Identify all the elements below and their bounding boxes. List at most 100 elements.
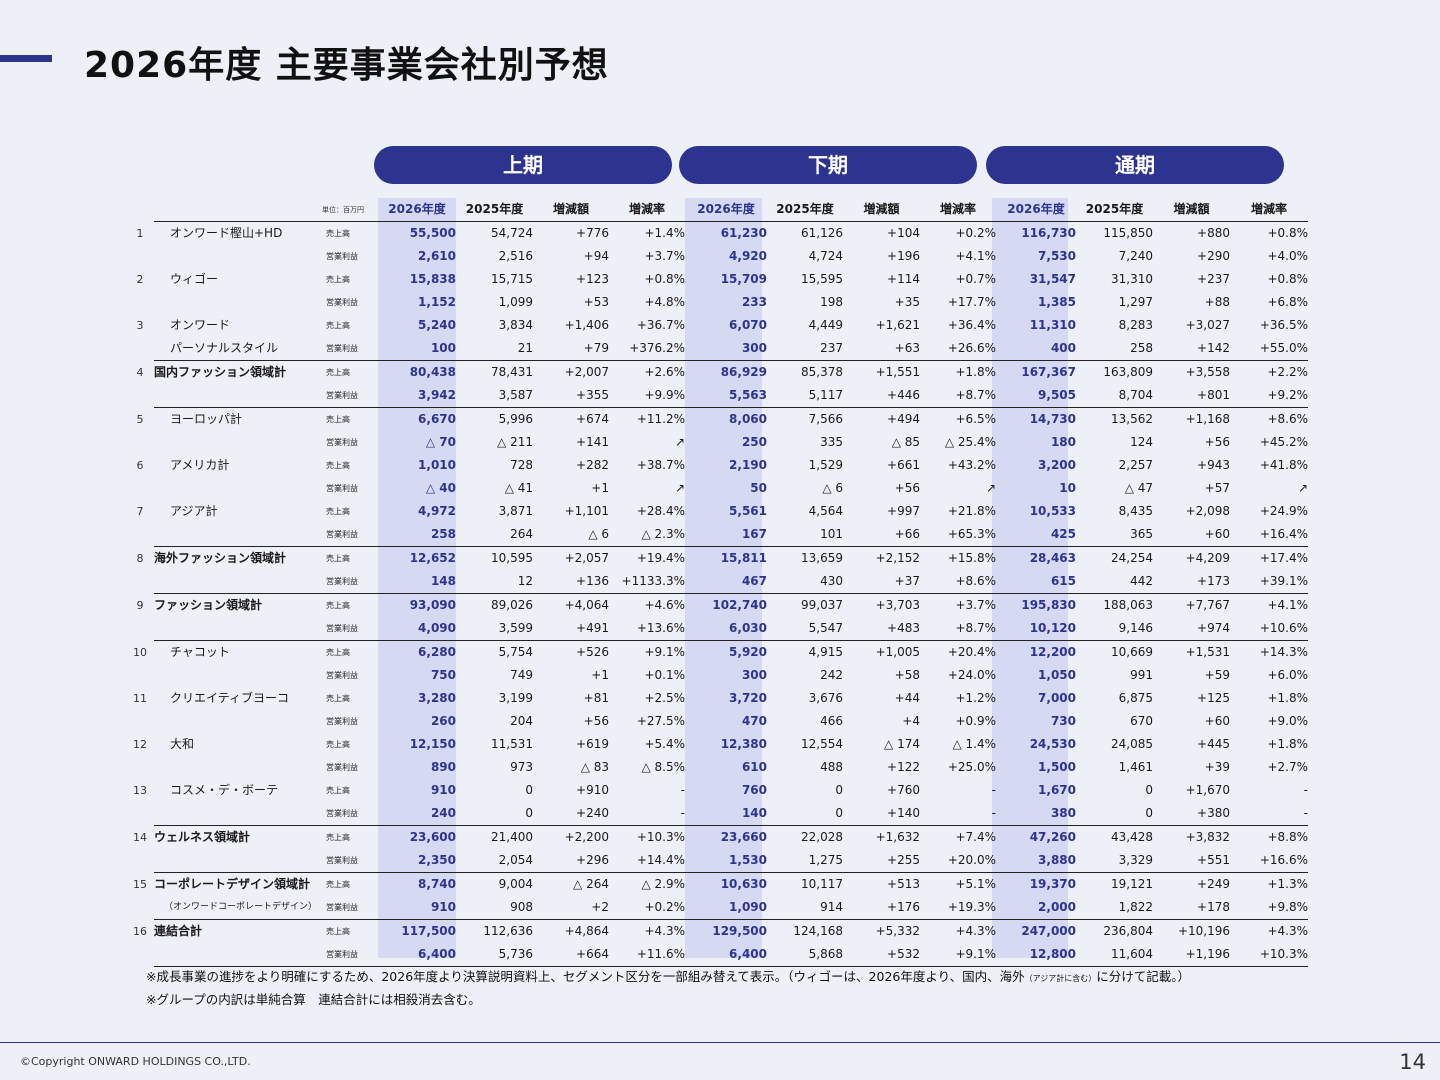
value-cell: 300 [741,668,767,682]
value-cell: +28.4% [636,504,685,518]
value-cell: +0.2% [644,900,685,914]
col-header: 増減額 [843,198,920,222]
value-cell: +178 [1197,900,1230,914]
value-cell: +4.6% [609,593,685,617]
value-cell: +20.4% [920,640,996,664]
metric-label: 営業利益 [326,856,358,865]
value-cell: 198 [820,295,843,309]
value-cell: +355 [576,388,609,402]
value-cell: +4,064 [533,593,609,617]
value-cell: 4,972 [418,504,456,518]
value-cell: 3,199 [498,691,533,705]
value-cell: 50 [750,481,767,495]
value-cell: 425 [1050,527,1076,541]
value-cell: 260 [430,714,456,728]
value-cell: 15,709 [720,272,767,286]
value-cell: 470 [741,714,767,728]
value-cell: +8.6% [955,574,996,588]
value-cell: 140 [741,806,767,820]
value-cell: 7,000 [1038,691,1076,705]
value-cell: 61,126 [801,226,843,240]
company-name: 国内ファッション領域計 [154,360,326,384]
value-cell: +491 [576,621,609,635]
value-cell: 6,875 [1118,691,1153,705]
value-cell: 264 [510,527,533,541]
value-cell: 0 [1145,783,1153,797]
col-header: 2026年度 [685,198,767,222]
value-cell: 0 [525,806,533,820]
col-header: 2026年度 [996,198,1076,222]
value-cell: +37 [894,574,920,588]
value-cell: △ 264 [533,872,609,896]
value-cell: 2,257 [1118,458,1153,472]
value-cell: +2,057 [533,546,609,570]
company-name [154,756,326,779]
value-cell: 163,809 [1076,360,1153,384]
value-cell: 4,449 [808,318,843,332]
value-cell: 19,370 [996,872,1076,896]
value-cell: +4.1% [955,249,996,263]
value-cell: 12,554 [801,737,843,751]
value-cell: +8.6% [1230,407,1308,431]
value-cell: 24,254 [1076,546,1153,570]
page-number: 14 [1399,1050,1426,1074]
value-cell: 400 [1050,341,1076,355]
value-cell: 242 [820,668,843,682]
value-cell: 466 [820,714,843,728]
page-title: 2026年度 主要事業会社別予想 [84,45,609,86]
value-cell: 13,562 [1076,407,1153,431]
row-number: 6 [136,459,144,472]
value-cell: +1.2% [955,691,996,705]
metric-label: 売上高 [326,275,350,284]
value-cell: +6.8% [1267,295,1308,309]
value-cell: +296 [576,853,609,867]
company-name [154,291,326,314]
value-cell: +136 [576,574,609,588]
table-row: 10 チャコット 売上高 6,280 5,754 +526 +9.1% 5,920 4,915 +… [126,640,1308,664]
company-name: 連結合計 [154,919,326,943]
value-cell: 1,010 [418,458,456,472]
value-cell: 24,085 [1111,737,1153,751]
value-cell: 1,500 [1038,760,1076,774]
table-row: 営業利益 1,152 1,099 +53 +4.8% 233 198 +35 +17.7% 1,3… [126,291,1308,314]
value-cell: 0 [525,783,533,797]
value-cell: +1.4% [644,226,685,240]
value-cell: 55,500 [409,226,456,240]
metric-label: 営業利益 [326,344,358,353]
value-cell: +3.7% [920,593,996,617]
value-cell: +27.5% [636,714,685,728]
col-header: 2026年度 [378,198,456,222]
footer-divider [0,1042,1440,1043]
value-cell: 7,530 [1038,249,1076,263]
value-cell: +255 [887,853,920,867]
row-number [126,291,154,314]
value-cell: +2,098 [1185,504,1230,518]
table-row: 営業利益 750 749 +1 +0.1% 300 242 +58 +24.0% 1,050 991… [126,664,1308,687]
row-number [126,337,154,361]
table-row: 3 オンワード 売上高 5,240 3,834 +1,406 +36.7% 6,070 4,44… [126,314,1309,337]
table-row: 1 オンワード樫山+HD 売上高 55,500 54,724 +776 +1.4% 61,23… [126,222,1309,246]
value-cell: 23,660 [685,825,767,849]
value-cell: +141 [576,435,609,449]
value-cell: 148 [430,574,456,588]
value-cell: 5,117 [808,388,843,402]
table-row: 営業利益 △ 70 △ 211 +141 ↗ 250 335 △ 85 △ 25.4% 180 12… [126,431,1308,454]
company-name [154,802,326,826]
value-cell: 3,834 [498,318,533,332]
value-cell: 728 [510,458,533,472]
value-cell: +1,196 [1153,943,1230,967]
value-cell: +3,832 [1153,825,1230,849]
value-cell: 8,704 [1118,388,1153,402]
copyright: ©Copyright ONWARD HOLDINGS CO.,LTD. [20,1055,251,1068]
metric-label: 営業利益 [326,763,358,772]
value-cell: +56 [1204,435,1230,449]
value-cell: 430 [820,574,843,588]
value-cell: 730 [1050,714,1076,728]
row-number [126,431,154,454]
company-name [154,384,326,408]
value-cell: +17.7% [947,295,996,309]
value-cell: 0 [835,783,843,797]
value-cell: △ 1.4% [952,737,996,751]
value-cell: 102,740 [685,593,767,617]
metric-label: 営業利益 [326,943,378,967]
